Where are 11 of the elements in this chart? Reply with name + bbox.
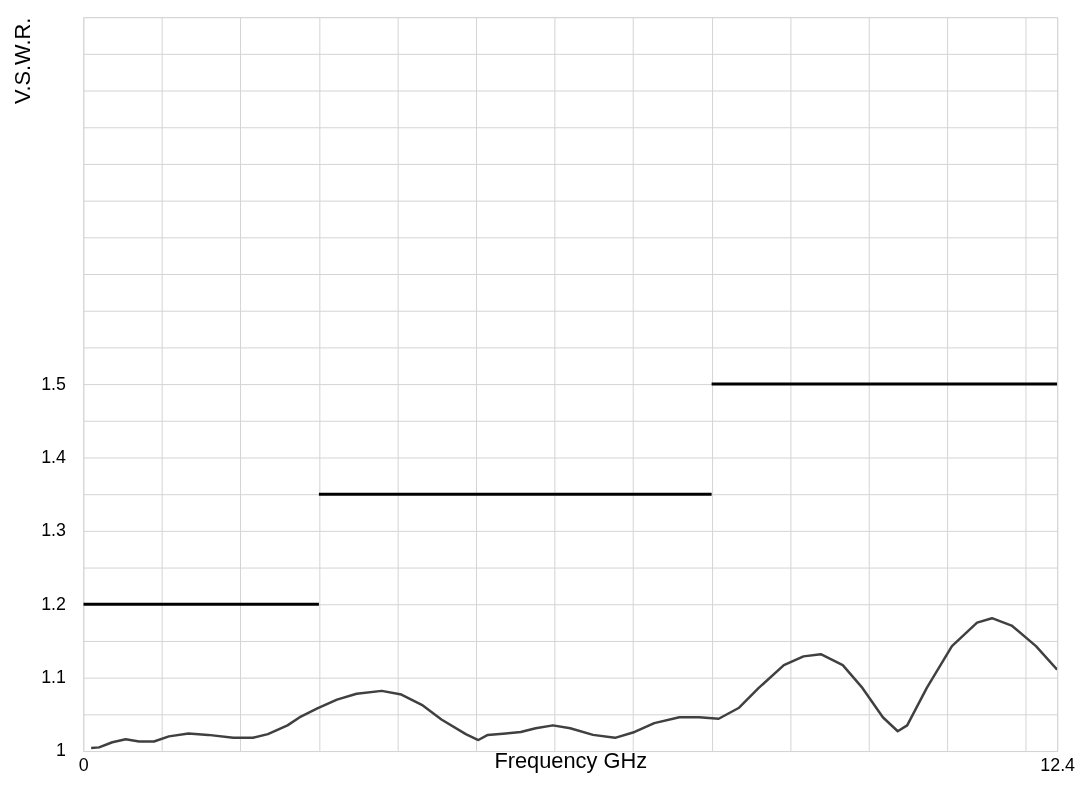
y-tick-label: 1.4 [41, 446, 67, 467]
y-tick-label: 1 [56, 740, 67, 761]
y-tick-label: 1.3 [41, 520, 67, 541]
y-axis-title: V.S.W.R. [10, 17, 36, 105]
y-tick-label: 1.5 [41, 373, 67, 394]
x-tick-label: 0 [78, 755, 89, 776]
y-tick-label: 1.1 [41, 667, 67, 688]
x-axis-title: Frequency GHz [494, 748, 648, 774]
y-tick-label: 1.2 [41, 593, 67, 614]
line-series [89, 616, 1058, 750]
x-tick-label: 12.4 [1040, 755, 1076, 776]
